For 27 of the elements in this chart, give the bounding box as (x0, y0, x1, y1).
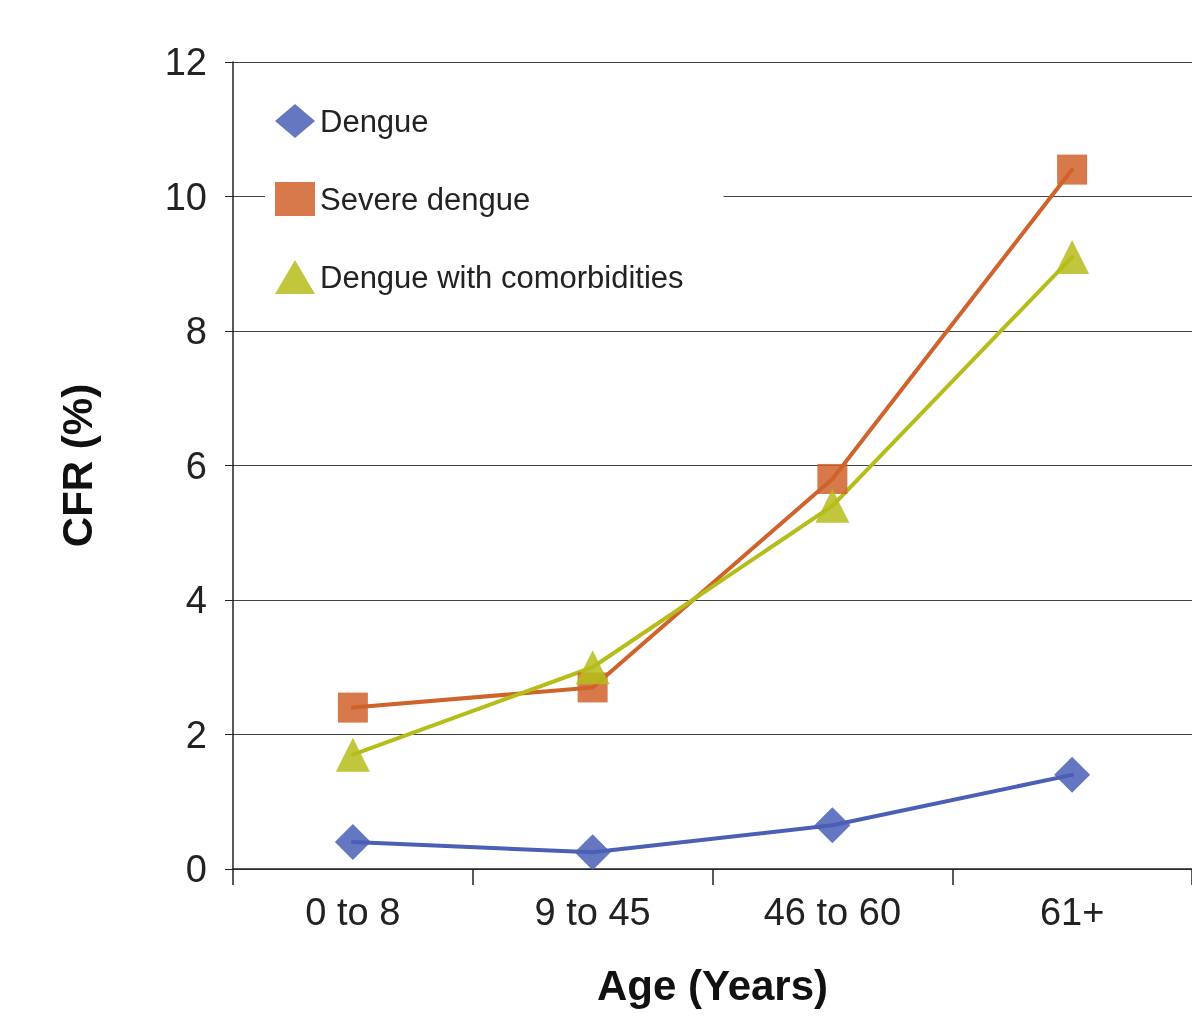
y-tick-label: 8 (185, 310, 207, 352)
x-tick-label: 9 to 45 (534, 891, 651, 933)
x-tick-label: 61+ (1039, 891, 1105, 933)
point (1054, 756, 1091, 793)
x-tick-label: 46 to 60 (763, 891, 902, 933)
y-axis-title: CFR (%) (53, 383, 101, 548)
point (817, 463, 848, 494)
legend-label: Dengue (320, 103, 429, 139)
y-tick-label: 6 (185, 444, 207, 487)
point (814, 807, 851, 844)
y-tick-label: 4 (185, 579, 207, 621)
y-tick-label: 0 (185, 848, 207, 890)
x-axis-title: Age (Years) (596, 961, 829, 1009)
point (574, 834, 611, 871)
point (575, 650, 610, 685)
point (1057, 154, 1088, 185)
y-tick-label: 12 (164, 41, 207, 83)
point (335, 737, 370, 772)
y-tick-label: 10 (164, 175, 207, 218)
point (334, 824, 371, 861)
point (337, 692, 368, 723)
legend-label: Dengue with comorbidities (320, 259, 684, 295)
point (1055, 240, 1090, 275)
legend-label: Severe dengue (320, 181, 531, 217)
x-tick-label: 0 to 8 (305, 891, 401, 933)
y-tick-label: 2 (185, 713, 207, 756)
point (815, 488, 850, 523)
